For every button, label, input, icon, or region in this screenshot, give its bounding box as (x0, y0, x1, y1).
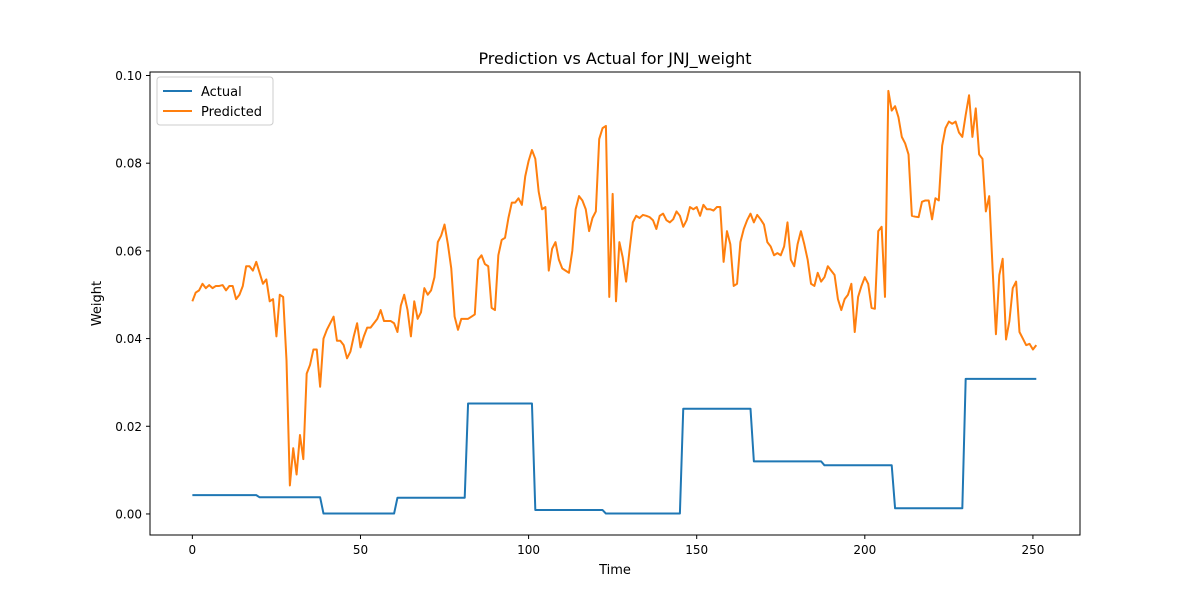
y-axis-label: Weight (90, 281, 105, 326)
y-tick-label: 0.06 (115, 244, 142, 258)
x-tick-label: 250 (1021, 543, 1044, 557)
legend-label-actual: Actual (201, 85, 242, 100)
legend: Actual Predicted (156, 76, 274, 126)
x-tick-label: 50 (353, 543, 368, 557)
series-line-predicted (191, 89, 1038, 487)
y-tick-label: 0.02 (115, 420, 142, 434)
x-tick-label: 100 (517, 543, 540, 557)
plot-area (149, 71, 1081, 536)
x-tick-label: 0 (189, 543, 197, 557)
series-layer (191, 89, 1038, 515)
y-tick-label: 0.08 (115, 157, 142, 171)
x-axis-label: Time (598, 563, 631, 578)
x-tick-label: 200 (853, 543, 876, 557)
chart-title: Prediction vs Actual for JNJ_weight (478, 49, 751, 69)
y-axis: 0.00 0.02 0.04 0.06 0.08 0.10 (115, 69, 150, 521)
series-line-actual (192, 377, 1037, 515)
x-axis: 0 50 100 150 200 250 (189, 535, 1044, 557)
y-tick-label: 0.04 (115, 332, 142, 346)
y-tick-label: 0.10 (115, 69, 142, 83)
y-tick-label: 0.00 (115, 507, 142, 521)
legend-label-predicted: Predicted (201, 105, 262, 120)
legend-box (156, 76, 274, 126)
x-tick-label: 150 (685, 543, 708, 557)
